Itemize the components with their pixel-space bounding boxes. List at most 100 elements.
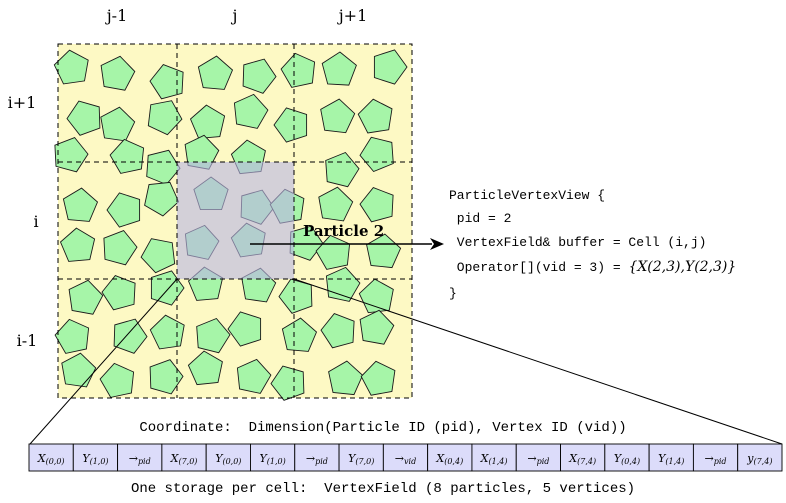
storage-cell-base: X [37,452,47,465]
coordinate-caption: Coordinate: Dimension(Particle ID (pid),… [139,420,626,436]
storage-cell-base: Y [614,452,623,465]
particle-pentagon [359,309,395,345]
particle-pentagon [318,186,354,222]
particle-pentagon [227,311,262,347]
particle-arrow [250,238,444,250]
storage-cell: Y(1,0) [72,443,119,472]
storage-cell-sub: pid [315,457,328,466]
particle-pentagon [359,187,394,223]
storage-cell: →pid [117,443,163,472]
storage-cell-base: Y [215,452,224,465]
particle-pentagon [62,187,99,222]
storage-cell-base: → [129,452,138,465]
particle-pentagon [325,151,360,188]
particle-pentagon [366,233,402,269]
storage-cell-sub: pid [138,457,151,466]
storage-cell-base: y [746,452,754,465]
storage-cell: X(7,0) [161,443,207,472]
row-label-i: i [33,212,38,231]
code-line-4-math: {X(2,3),Y(2,3)} [628,259,736,275]
storage-cell: Y(1,0) [250,443,296,472]
storage-cell-base: → [527,452,536,465]
storage-cell-label: Y(1,4) [658,452,684,466]
column-label-j-minus-1: j-1 [105,6,128,25]
particle-pentagon [149,359,184,395]
storage-cell-label: Y(1,0) [260,452,286,466]
particle-pentagon [109,138,145,174]
storage-cell-label: →pid [129,452,151,466]
storage-strip: X(0,0) Y(1,0) →pid X(7,0) Y(0,0) Y(1,0) →pid Y(… [28,443,783,472]
particle-pentagon [357,98,393,134]
storage-cell-sub: (7,4) [753,457,772,466]
storage-cell-sub: (7,0) [355,457,374,466]
storage-cell-sub: pid [537,457,550,466]
storage-cell-base: → [306,452,315,465]
storage-cell: y(7,4) [737,443,783,472]
storage-cell: →pid [692,443,739,472]
storage-cell-base: → [395,452,404,465]
storage-cell-label: X(7,0) [170,452,198,466]
particle-pentagon [99,362,135,398]
storage-cell-sub: (7,4) [577,457,596,466]
storage-cell-label: X(7,4) [568,452,596,466]
particle-pentagon [59,227,96,262]
particle-pentagon [242,58,277,94]
storage-cell-sub: pid [714,457,727,466]
storage-cell-label: →pid [705,452,727,466]
code-line-4-prefix: Operator[](vid = 3) = [449,260,628,275]
storage-cell-sub: (0,4) [621,457,640,466]
particle-pentagon [106,192,141,228]
particle-pentagon [320,98,356,134]
storage-cell-label: Y(7,0) [348,452,374,466]
particle-pentagon [373,49,408,85]
storage-cell-sub: (0,0) [222,457,241,466]
storage-cell: Y(7,0) [338,443,384,472]
storage-cell-label: Y(1,0) [82,452,108,466]
code-line-1: ParticleVertexView { [449,188,605,203]
storage-cell-label: →vid [395,452,416,466]
storage-cell-base: → [705,452,714,465]
particle-pentagon [100,55,136,91]
storage-cell-base: X [170,452,180,465]
storage-caption: One storage per cell: VertexField (8 par… [131,481,635,497]
code-line-5: } [449,286,457,301]
storage-cell-sub: (1,4) [665,457,684,466]
particle-pentagon [113,318,148,354]
storage-cell: Y(0,0) [205,443,251,472]
code-line-2: pid = 2 [449,211,511,226]
particle-pentagon [68,279,104,315]
particle-pentagon [320,313,355,349]
code-line-3: VertexField& buffer = Cell (i,j) [449,235,706,250]
storage-cell-label: X(0,4) [435,452,463,466]
storage-cell-base: X [435,452,445,465]
particle-pentagon [197,55,234,90]
particle-pentagon [66,100,101,136]
particle-pentagon [359,136,394,173]
storage-cell-base: Y [260,452,269,465]
storage-cell-base: Y [348,452,357,465]
column-label-j-plus-1: j+1 [337,6,368,25]
particle-pentagon [280,52,316,88]
storage-cell: →pid [515,443,561,472]
particle-pentagon [236,358,272,394]
storage-cell: →pid [294,443,340,472]
storage-cell-sub: vid [404,457,416,466]
storage-cell: →vid [382,443,429,472]
storage-cell-sub: (0,0) [46,457,65,466]
storage-cell: X(1,4) [471,443,517,472]
storage-cell-label: Y(0,4) [614,452,640,466]
storage-cell-label: X(1,4) [480,452,508,466]
particle-pentagon [101,275,136,311]
particle-pentagon [103,230,138,266]
particle-pentagon [187,350,223,386]
particle-pentagon [196,317,231,354]
storage-cell-label: →pid [527,452,549,466]
particle-pentagon [140,238,176,274]
column-label-j: j [231,6,238,25]
particle-pentagon [61,352,97,388]
particle-pentagon [54,318,90,354]
storage-cell: Y(1,4) [648,443,694,472]
storage-cell: X(0,0) [28,443,74,472]
storage-cell-sub: (1,0) [267,457,286,466]
